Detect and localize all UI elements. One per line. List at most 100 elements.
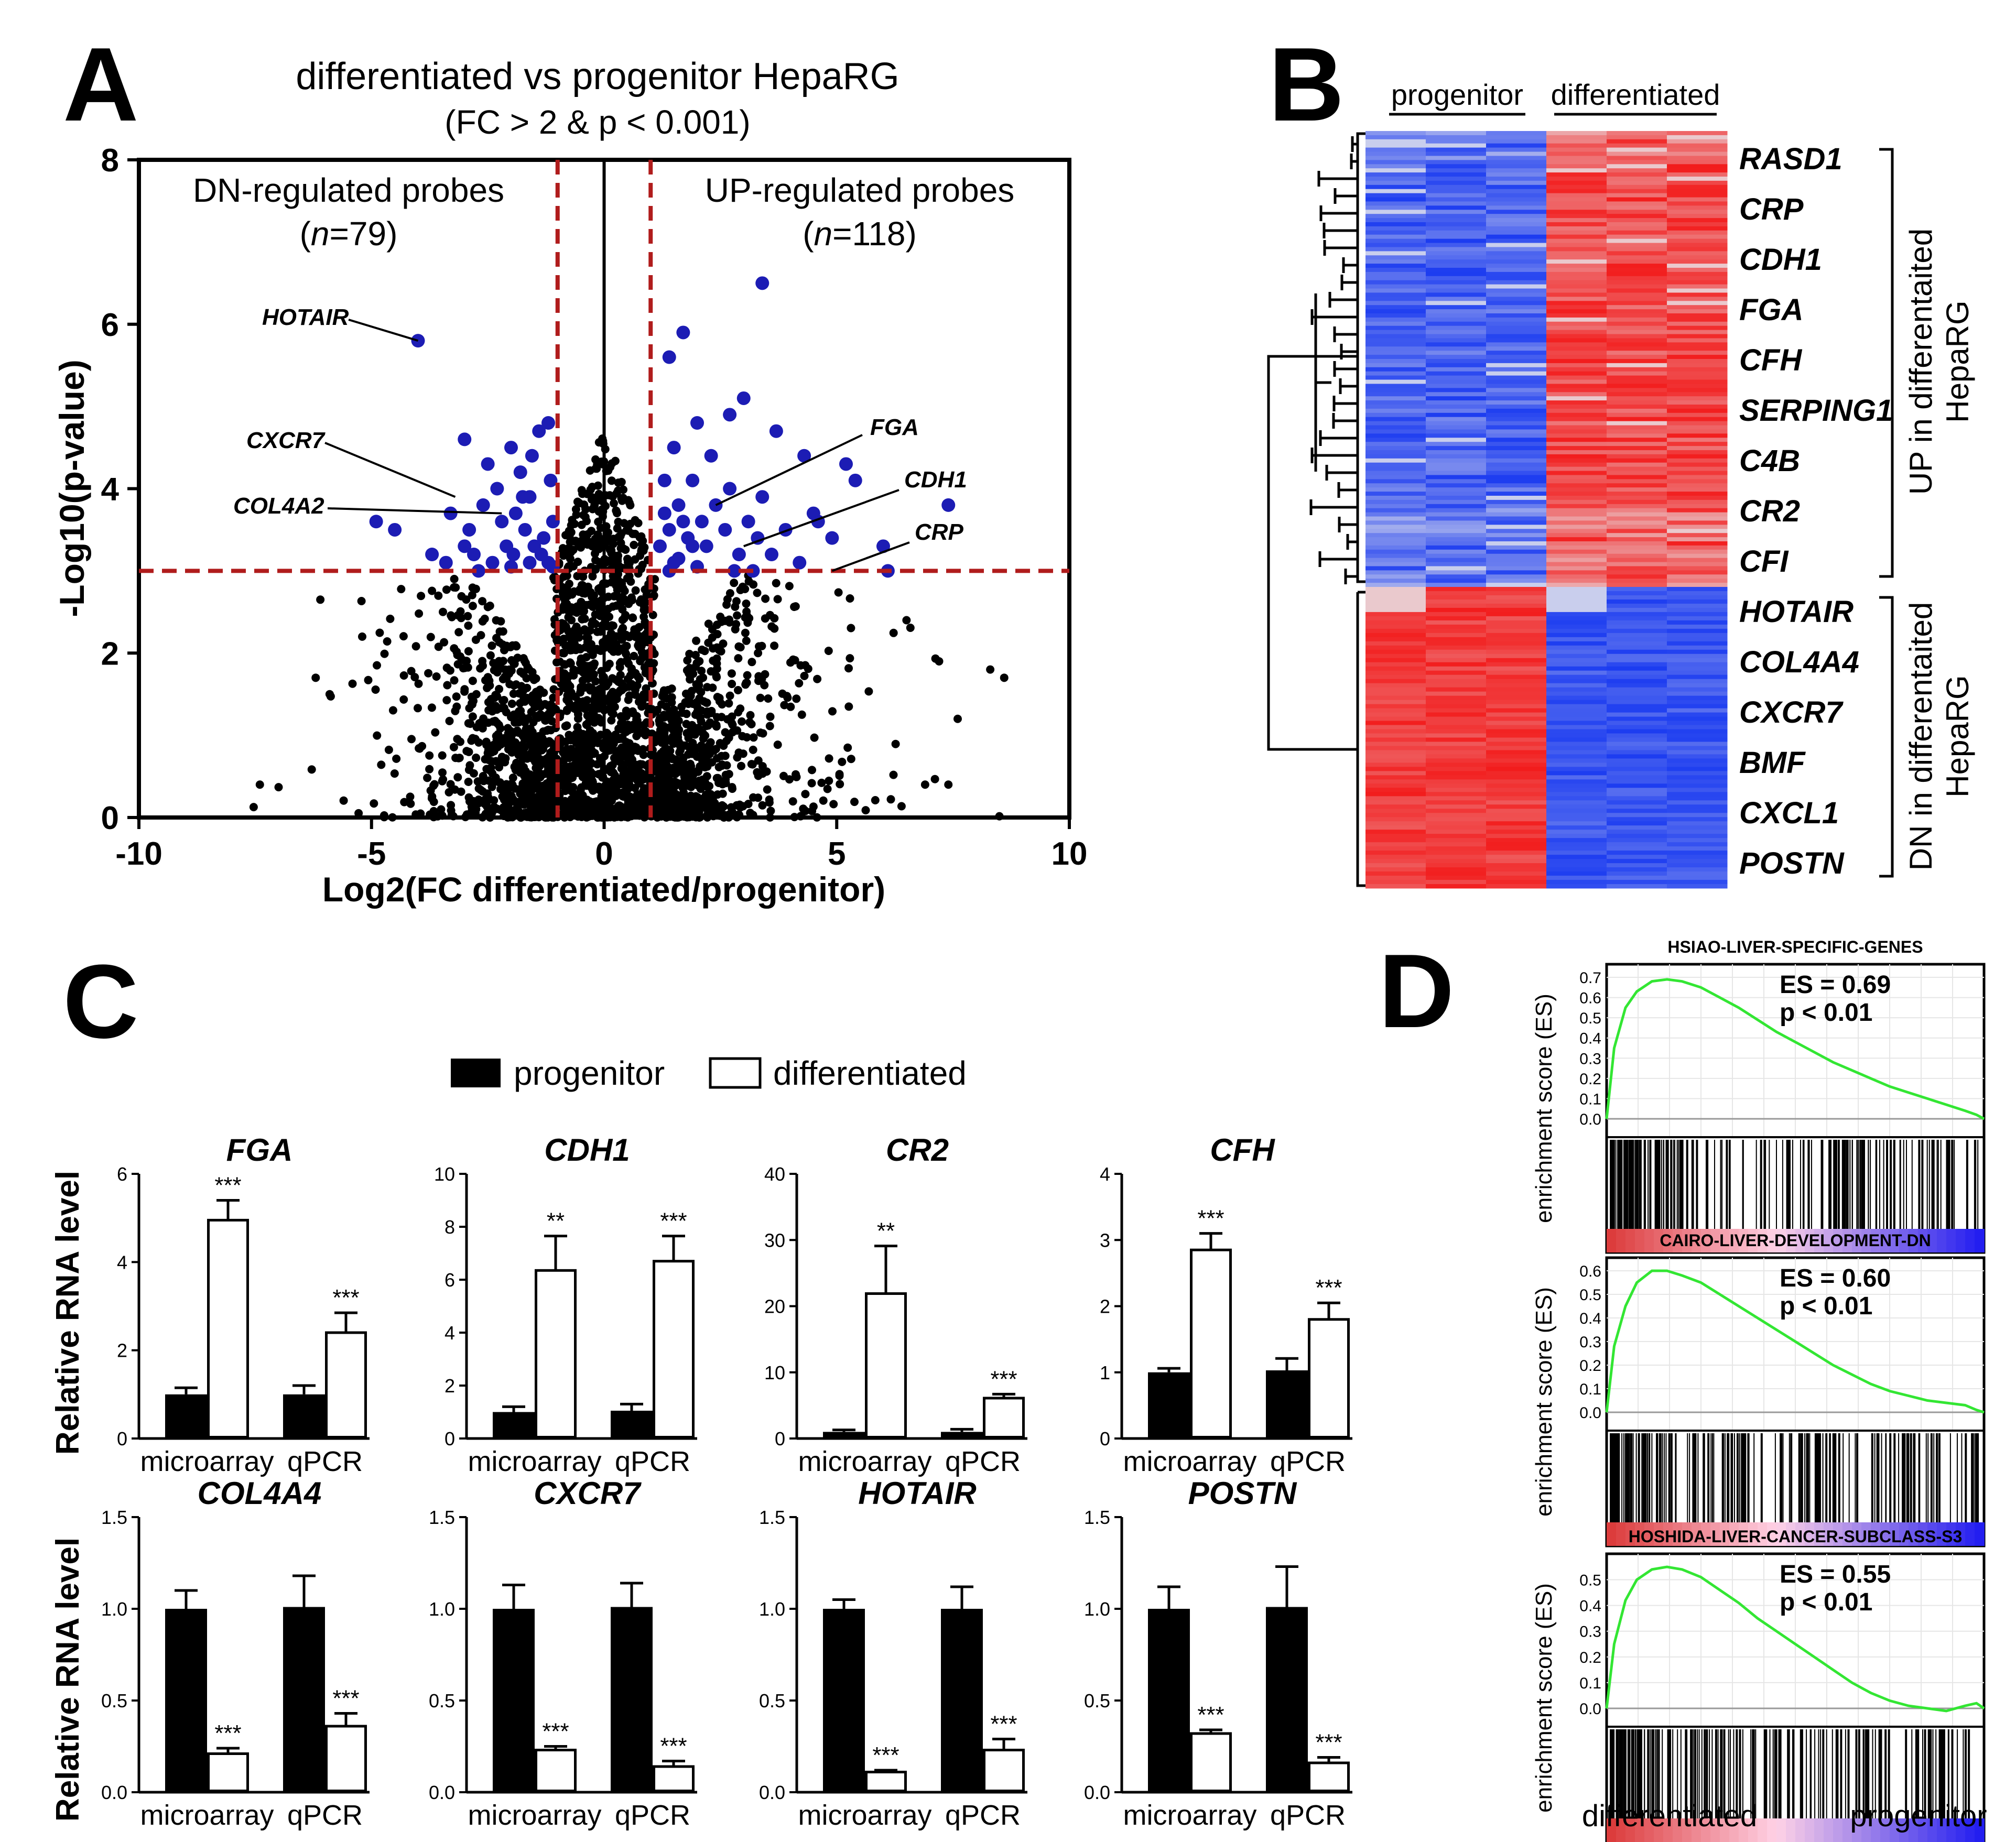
data-point <box>780 701 789 710</box>
heatmap-cell <box>1486 487 1547 492</box>
heatmap-cell <box>1365 653 1426 659</box>
down-group-label-line1: DN in differentaited <box>1903 602 1938 871</box>
data-point <box>496 617 505 626</box>
heatmap-cell <box>1546 367 1607 372</box>
heatmap-cell <box>1486 408 1547 413</box>
gsea-p-value: p < 0.01 <box>1780 1292 1872 1320</box>
heatmap-cell <box>1365 595 1426 600</box>
gsea-rank-gradient <box>1814 1818 1824 1842</box>
heatmap-cell <box>1365 309 1426 314</box>
heatmap-cell <box>1667 151 1728 156</box>
data-point <box>581 513 590 521</box>
gsea-rank-gradient <box>1786 1522 1796 1546</box>
bar-progenitor <box>941 1609 983 1792</box>
heatmap-cell <box>1365 583 1426 587</box>
data-point <box>703 782 712 791</box>
data-point <box>507 700 516 708</box>
heatmap-cell <box>1667 825 1728 830</box>
heatmap-cell <box>1426 867 1487 872</box>
heatmap-cell <box>1546 375 1607 380</box>
data-point <box>692 636 701 645</box>
data-point <box>513 800 522 809</box>
data-point <box>426 786 435 795</box>
heatmap-cell <box>1607 583 1667 587</box>
heatmap-cell <box>1607 788 1667 792</box>
bar-y-tick-label: 6 <box>445 1269 455 1291</box>
gsea-x-label-right: progenitor <box>1850 1799 1987 1833</box>
heatmap-cell <box>1486 817 1547 822</box>
heatmap-cell <box>1426 574 1487 579</box>
heatmap-cell <box>1365 408 1426 413</box>
heatmap-cell <box>1546 135 1607 140</box>
heatmap-cell <box>1667 512 1728 517</box>
heatmap-cell <box>1426 876 1487 880</box>
data-point <box>616 758 625 767</box>
heatmap-cell <box>1546 662 1607 667</box>
heatmap-cell <box>1607 537 1667 542</box>
heatmap-cell <box>1667 446 1728 451</box>
heatmap-cell <box>1426 421 1487 426</box>
gsea-rank-gradient <box>1739 1818 1749 1842</box>
heatmap-cell <box>1667 553 1728 559</box>
gsea-rank-gradient <box>1767 1522 1777 1546</box>
data-point <box>255 780 264 789</box>
data-point <box>624 797 633 806</box>
data-point <box>546 764 555 773</box>
heatmap-cell <box>1607 687 1667 692</box>
heatmap-cell <box>1607 880 1667 885</box>
data-point <box>847 755 855 764</box>
heatmap-cell <box>1667 658 1728 663</box>
gsea-rank-gradient <box>1625 1229 1635 1252</box>
heatmap-cell <box>1607 205 1667 210</box>
heatmap-cell <box>1365 662 1426 667</box>
heatmap-cell <box>1486 851 1547 855</box>
data-point <box>541 739 550 748</box>
heatmap-cell <box>1426 297 1487 301</box>
data-point <box>732 597 741 606</box>
data-point <box>668 786 677 795</box>
heatmap-cell <box>1426 525 1487 529</box>
heatmap-cell <box>1667 388 1728 393</box>
heatmap-cell <box>1486 334 1547 339</box>
gsea-rank-gradient <box>1654 1229 1664 1252</box>
heatmap-cell <box>1486 400 1547 405</box>
heatmap-cell <box>1667 545 1728 550</box>
heatmap-cell <box>1607 442 1667 446</box>
data-point <box>452 692 461 701</box>
data-point <box>495 627 504 636</box>
data-point <box>514 718 523 727</box>
heatmap-cell <box>1607 570 1667 575</box>
data-point <box>591 619 600 628</box>
significant-point <box>467 548 481 561</box>
heatmap-cell <box>1486 243 1547 247</box>
heatmap-cell <box>1426 830 1487 834</box>
heatmap-cell <box>1546 830 1607 834</box>
heatmap-cell <box>1546 429 1607 434</box>
heatmap-cell <box>1667 499 1728 505</box>
bar-category-label: microarray <box>140 1800 274 1831</box>
heatmap-cell <box>1546 516 1607 521</box>
heatmap-cell <box>1667 750 1728 755</box>
gsea-rank-gradient <box>1767 1818 1777 1842</box>
data-point <box>447 801 456 810</box>
heatmap-cell <box>1667 570 1728 575</box>
heatmap-cell <box>1607 177 1667 181</box>
heatmap-cell <box>1365 633 1426 638</box>
data-point <box>640 543 649 552</box>
heatmap-cell <box>1486 553 1547 559</box>
heatmap-cell <box>1426 846 1487 851</box>
heatmap-cell <box>1426 151 1487 156</box>
bar-y-tick-label: 10 <box>764 1362 785 1383</box>
down-region-count: (n=79) <box>300 215 398 253</box>
data-point <box>485 677 494 685</box>
data-point <box>891 739 900 748</box>
heatmap-cell <box>1667 475 1728 479</box>
gsea-rank-gradient <box>1786 1229 1796 1252</box>
heatmap-cell <box>1365 624 1426 629</box>
heatmap-cell <box>1426 367 1487 372</box>
heatmap-cell <box>1365 433 1426 438</box>
data-point <box>383 637 392 646</box>
data-point <box>516 760 525 769</box>
bar-progenitor <box>493 1609 535 1792</box>
heatmap-cell <box>1426 271 1487 277</box>
